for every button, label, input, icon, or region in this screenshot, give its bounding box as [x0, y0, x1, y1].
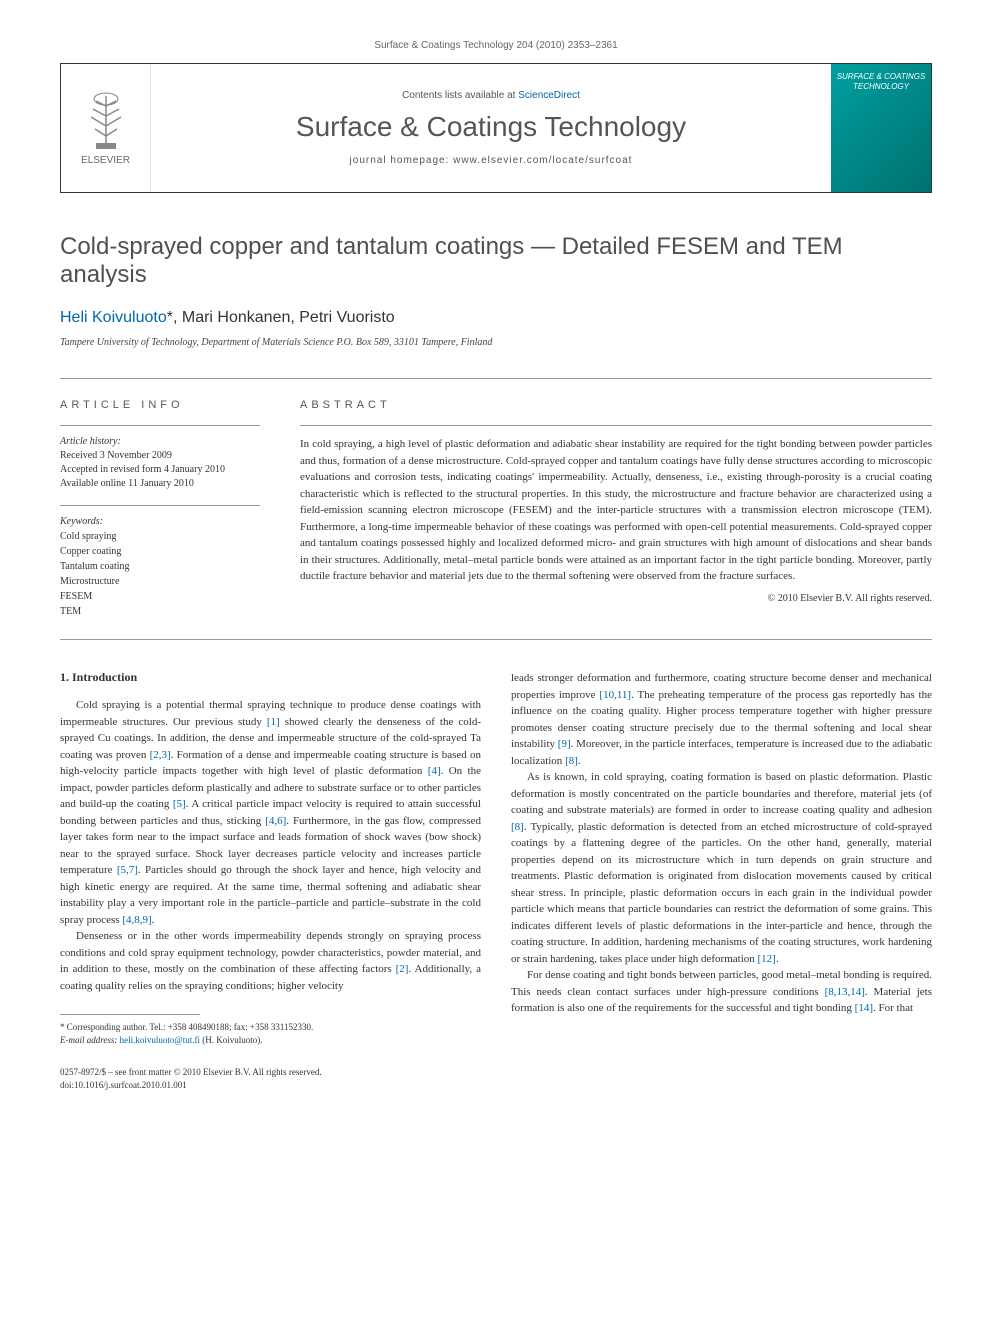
- contents-prefix: Contents lists available at: [402, 90, 518, 101]
- doi-line: doi:10.1016/j.surfcoat.2010.01.001: [60, 1079, 932, 1092]
- ref-9[interactable]: [9]: [558, 738, 571, 750]
- article-title: Cold-sprayed copper and tantalum coating…: [60, 233, 932, 289]
- authors-rest: , Mari Honkanen, Petri Vuoristo: [173, 309, 395, 326]
- abstract-text: In cold spraying, a high level of plasti…: [300, 436, 932, 585]
- left-column: 1. Introduction Cold spraying is a poten…: [60, 670, 481, 1046]
- email-label: E-mail address:: [60, 1035, 120, 1045]
- publisher-logo: ELSEVIER: [61, 64, 151, 192]
- t: As is known, in cold spraying, coating f…: [511, 771, 932, 816]
- journal-center: Contents lists available at ScienceDirec…: [151, 64, 831, 192]
- ref-8b[interactable]: [8]: [565, 755, 578, 767]
- email-link[interactable]: heli.koivuluoto@tut.fi: [120, 1035, 200, 1045]
- authors: Heli Koivuluoto*, Mari Honkanen, Petri V…: [60, 309, 932, 327]
- para-2: Denseness or in the other words impermea…: [60, 928, 481, 994]
- ref-5[interactable]: [5]: [173, 798, 186, 810]
- cover-title: SURFACE & COATINGS TECHNOLOGY: [835, 72, 927, 91]
- keywords-list: Cold spraying Copper coating Tantalum co…: [60, 529, 260, 619]
- t: . For that: [873, 1002, 913, 1014]
- corresponding-email: E-mail address: heli.koivuluoto@tut.fi (…: [60, 1034, 481, 1047]
- elsevier-tree-icon: [81, 91, 131, 151]
- t: .: [578, 755, 581, 767]
- para-3: leads stronger deformation and furthermo…: [511, 670, 932, 769]
- ref-12[interactable]: [12]: [758, 953, 776, 965]
- abstract-heading: abstract: [300, 399, 932, 411]
- history-label: Article history:: [60, 436, 260, 447]
- body-columns: 1. Introduction Cold spraying is a poten…: [60, 670, 932, 1046]
- ref-1[interactable]: [1]: [267, 716, 280, 728]
- running-head: Surface & Coatings Technology 204 (2010)…: [60, 40, 932, 51]
- section-1-heading: 1. Introduction: [60, 670, 481, 685]
- contents-line: Contents lists available at ScienceDirec…: [402, 90, 580, 101]
- t: .: [776, 953, 779, 965]
- journal-homepage: journal homepage: www.elsevier.com/locat…: [350, 155, 633, 166]
- corresponding-author: * Corresponding author. Tel.: +358 40849…: [60, 1021, 481, 1034]
- homepage-prefix: journal homepage:: [350, 155, 454, 166]
- publisher-name: ELSEVIER: [81, 155, 130, 166]
- ref-4-6[interactable]: [4,6]: [265, 815, 286, 827]
- para-4: As is known, in cold spraying, coating f…: [511, 769, 932, 967]
- journal-name: Surface & Coatings Technology: [296, 111, 686, 143]
- email-suffix: (H. Koivuluoto).: [200, 1035, 263, 1045]
- ref-4-8-9[interactable]: [4,8,9]: [122, 914, 151, 926]
- ref-10-11[interactable]: [10,11]: [599, 689, 631, 701]
- homepage-url[interactable]: www.elsevier.com/locate/surfcoat: [453, 155, 632, 166]
- para-5: For dense coating and tight bonds betwee…: [511, 967, 932, 1017]
- ref-14[interactable]: [14]: [855, 1002, 873, 1014]
- t: .: [152, 914, 155, 926]
- footer-separator: [60, 1014, 200, 1015]
- journal-cover-thumb: SURFACE & COATINGS TECHNOLOGY: [831, 64, 931, 192]
- author-primary[interactable]: Heli Koivuluoto: [60, 309, 167, 326]
- ref-2-3[interactable]: [2,3]: [150, 749, 171, 761]
- ref-5-7[interactable]: [5,7]: [117, 864, 138, 876]
- ref-8c[interactable]: [8]: [511, 821, 524, 833]
- info-heading: article info: [60, 399, 260, 411]
- journal-header: ELSEVIER Contents lists available at Sci…: [60, 63, 932, 193]
- ref-4[interactable]: [4]: [428, 765, 441, 777]
- keywords-label: Keywords:: [60, 516, 260, 527]
- right-column: leads stronger deformation and furthermo…: [511, 670, 932, 1046]
- abstract: abstract In cold spraying, a high level …: [300, 399, 932, 619]
- article-info: article info Article history: Received 3…: [60, 399, 260, 619]
- info-abstract-block: article info Article history: Received 3…: [60, 378, 932, 640]
- para-1: Cold spraying is a potential thermal spr…: [60, 697, 481, 928]
- affiliation: Tampere University of Technology, Depart…: [60, 337, 932, 348]
- ref-8-13-14[interactable]: [8,13,14]: [825, 986, 865, 998]
- issn-line: 0257-8972/$ – see front matter © 2010 El…: [60, 1066, 932, 1079]
- ref-2b[interactable]: [2]: [396, 963, 409, 975]
- abstract-copyright: © 2010 Elsevier B.V. All rights reserved…: [300, 593, 932, 604]
- t: . Typically, plastic deformation is dete…: [511, 821, 932, 965]
- history-text: Received 3 November 2009 Accepted in rev…: [60, 449, 260, 491]
- sciencedirect-link[interactable]: ScienceDirect: [518, 90, 580, 101]
